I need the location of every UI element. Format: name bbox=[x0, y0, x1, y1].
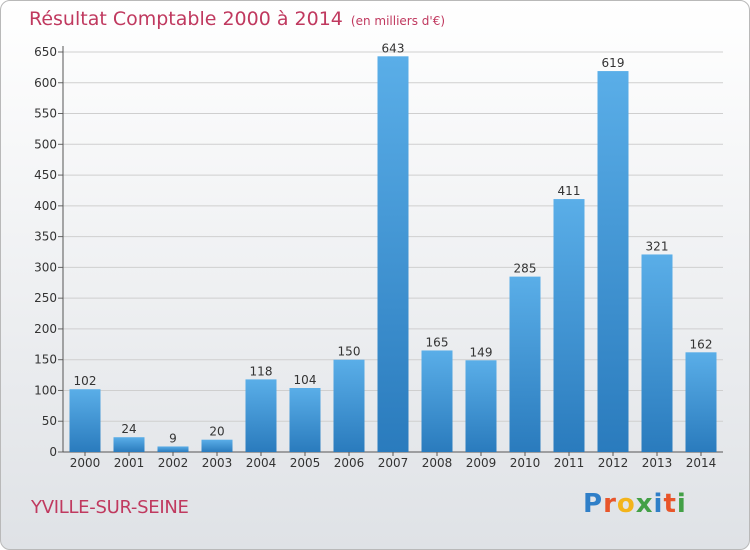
data-label: 20 bbox=[209, 425, 224, 439]
data-label: 24 bbox=[121, 422, 136, 436]
bar bbox=[509, 276, 541, 452]
y-tick-label: 250 bbox=[34, 291, 57, 305]
x-tick-label: 2007 bbox=[378, 456, 409, 470]
data-label: 643 bbox=[382, 41, 405, 55]
bar bbox=[597, 71, 629, 453]
x-tick-label: 2014 bbox=[686, 456, 717, 470]
x-tick-label: 2012 bbox=[598, 456, 629, 470]
bar bbox=[289, 388, 321, 452]
x-tick-label: 2003 bbox=[202, 456, 233, 470]
x-tick-label: 2001 bbox=[114, 456, 145, 470]
y-tick-label: 500 bbox=[34, 137, 57, 151]
logo-letter: i bbox=[676, 489, 687, 519]
x-tick-label: 2010 bbox=[510, 456, 541, 470]
bar-chart: 0 50 100 150 200 250 300 350 400 450 500 550 600 650 1… bbox=[34, 41, 723, 470]
y-tick-label: 600 bbox=[34, 76, 57, 90]
bar bbox=[333, 359, 365, 452]
y-tick-label: 200 bbox=[34, 322, 57, 336]
chart-subtitle: (en milliers d'€) bbox=[350, 14, 446, 28]
logo-letter: P bbox=[583, 489, 604, 519]
bar bbox=[641, 254, 673, 452]
town-name: YVILLE-SUR-SEINE bbox=[31, 497, 189, 518]
data-label: 619 bbox=[602, 56, 625, 70]
x-tick-label: 2006 bbox=[334, 456, 365, 470]
logo-letter: t bbox=[663, 489, 677, 519]
bar bbox=[553, 199, 585, 452]
chart-title-text: Résultat Comptable 2000 à 2014 bbox=[29, 8, 343, 30]
logo-letter: o bbox=[616, 489, 636, 519]
data-label: 411 bbox=[558, 184, 581, 198]
bar bbox=[201, 439, 233, 452]
bar bbox=[157, 446, 189, 452]
bar bbox=[421, 350, 453, 452]
data-label: 149 bbox=[470, 345, 493, 359]
data-label: 321 bbox=[646, 239, 669, 253]
logo-letter: x bbox=[635, 489, 654, 519]
data-label: 162 bbox=[690, 337, 713, 351]
y-tick-label: 100 bbox=[34, 383, 57, 397]
x-tick-label: 2013 bbox=[642, 456, 673, 470]
data-label: 285 bbox=[514, 262, 537, 276]
y-tick-label: 550 bbox=[34, 107, 57, 121]
bar bbox=[685, 352, 717, 452]
data-label: 118 bbox=[250, 364, 273, 378]
bar bbox=[245, 379, 277, 452]
y-tick-label: 400 bbox=[34, 199, 57, 213]
x-tick-label: 2011 bbox=[554, 456, 585, 470]
data-label: 9 bbox=[169, 431, 177, 445]
data-label: 104 bbox=[294, 373, 317, 387]
x-tick-label: 2004 bbox=[246, 456, 277, 470]
bar bbox=[377, 56, 409, 453]
bar bbox=[113, 437, 145, 452]
proxiti-logo: Proxiti bbox=[583, 489, 687, 519]
bar bbox=[69, 389, 101, 452]
y-tick-label: 50 bbox=[42, 414, 57, 428]
x-tick-label: 2008 bbox=[422, 456, 453, 470]
y-tick-label: 350 bbox=[34, 230, 57, 244]
x-tick-label: 2005 bbox=[290, 456, 321, 470]
bar bbox=[465, 360, 497, 452]
data-label: 165 bbox=[426, 335, 449, 349]
y-tick-label: 0 bbox=[49, 445, 57, 459]
chart-title: Résultat Comptable 2000 à 2014 (en millie… bbox=[29, 8, 445, 30]
x-tick-label: 2002 bbox=[158, 456, 189, 470]
logo-letter: r bbox=[603, 489, 617, 519]
logo-letter: i bbox=[653, 489, 664, 519]
data-label: 150 bbox=[338, 345, 361, 359]
y-tick-label: 150 bbox=[34, 353, 57, 367]
x-tick-label: 2009 bbox=[466, 456, 497, 470]
data-label: 102 bbox=[74, 374, 97, 388]
y-tick-label: 300 bbox=[34, 260, 57, 274]
x-tick-label: 2000 bbox=[70, 456, 101, 470]
y-tick-label: 650 bbox=[34, 45, 57, 59]
y-tick-label: 450 bbox=[34, 168, 57, 182]
